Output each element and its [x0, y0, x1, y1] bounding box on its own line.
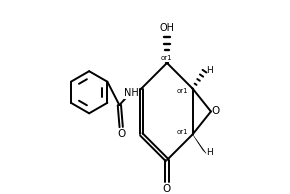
Text: OH: OH [160, 23, 175, 33]
Text: NH: NH [124, 88, 139, 98]
Text: O: O [117, 129, 125, 139]
Text: or1: or1 [177, 88, 188, 94]
Text: O: O [163, 184, 171, 194]
Text: or1: or1 [160, 55, 172, 61]
Text: H: H [206, 66, 213, 75]
Polygon shape [193, 134, 206, 153]
Text: H: H [206, 148, 213, 157]
Text: or1: or1 [177, 129, 188, 135]
Text: O: O [211, 107, 220, 116]
